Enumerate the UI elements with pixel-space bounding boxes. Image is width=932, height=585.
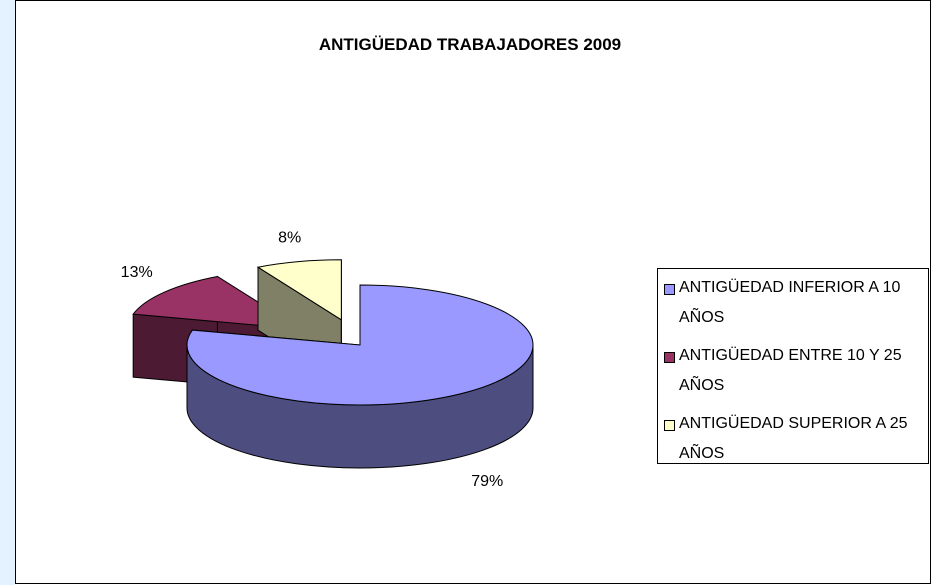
legend-entry: ANTIGÜEDAD SUPERIOR A 25 AÑOS bbox=[664, 409, 924, 469]
legend-swatch bbox=[664, 284, 675, 295]
data-label: 13% bbox=[121, 264, 153, 281]
data-label: 79% bbox=[471, 473, 503, 490]
legend-label: ANTIGÜEDAD INFERIOR A 10 AÑOS bbox=[679, 279, 901, 326]
data-label: 8% bbox=[278, 229, 301, 246]
legend-swatch bbox=[664, 420, 675, 431]
pie-slice bbox=[186, 284, 534, 406]
legend-swatch bbox=[664, 352, 675, 363]
chart-title: ANTIGÜEDAD TRABAJADORES 2009 bbox=[319, 35, 621, 54]
legend-entry: ANTIGÜEDAD INFERIOR A 10 AÑOS bbox=[664, 273, 924, 333]
side-strip bbox=[0, 0, 15, 585]
pie-slice bbox=[256, 259, 342, 321]
legend-label: ANTIGÜEDAD SUPERIOR A 25 AÑOS bbox=[679, 415, 908, 462]
legend-label: ANTIGÜEDAD ENTRE 10 Y 25 AÑOS bbox=[679, 347, 902, 394]
legend-entry: ANTIGÜEDAD ENTRE 10 Y 25 AÑOS bbox=[664, 341, 924, 401]
legend: ANTIGÜEDAD INFERIOR A 10 AÑOS ANTIGÜEDAD … bbox=[657, 268, 929, 464]
